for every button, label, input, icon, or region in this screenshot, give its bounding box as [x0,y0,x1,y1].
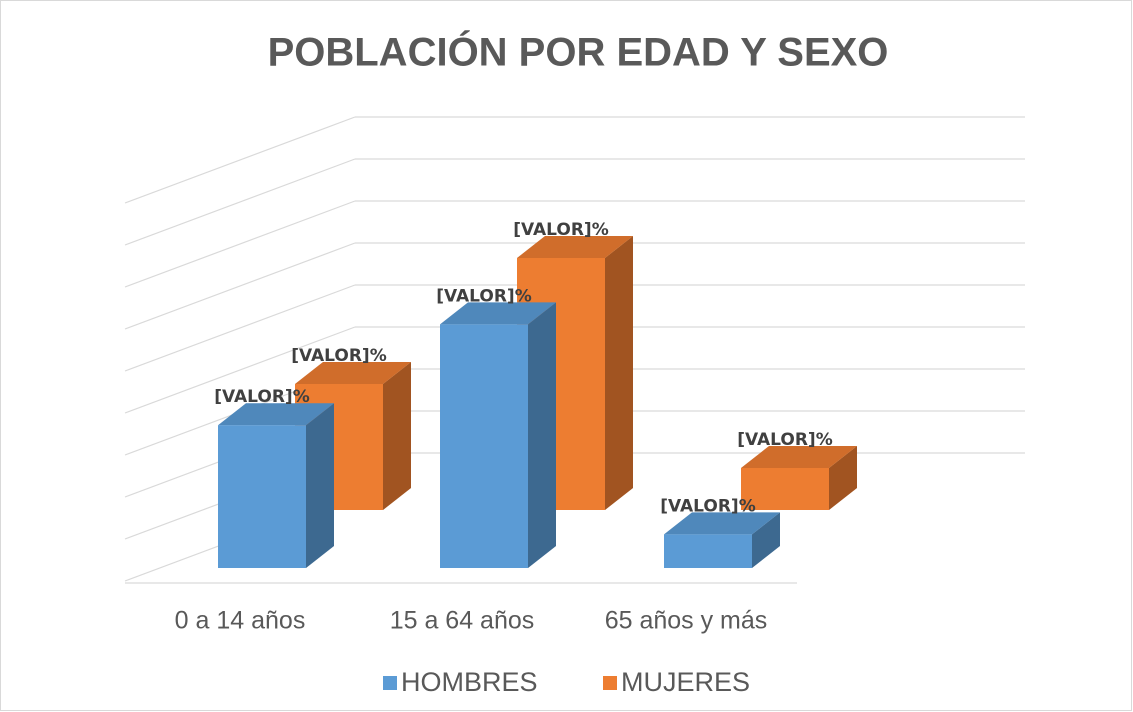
side-wall-line [124,326,356,414]
bar-side-shade [829,446,857,510]
bar [664,534,752,568]
side-wall-line [124,284,356,372]
data-label: [VALOR]% [214,387,310,407]
side-wall-line [124,116,356,204]
x-tick-label: 0 a 14 años [175,607,306,635]
data-label: [VALOR]% [291,346,387,366]
data-label: [VALOR]% [513,220,609,240]
x-tick-label: 15 a 64 años [390,607,535,635]
bar [741,468,829,510]
data-label: [VALOR]% [436,286,532,306]
side-wall-line [124,242,356,330]
bar-side [306,403,334,568]
x-tick-label: 65 años y más [605,607,768,635]
bar [440,324,528,568]
bar-side [383,362,411,510]
bar-side [528,302,556,568]
bar-top [295,362,411,384]
bar-top-shade [517,236,633,258]
bar-top-shade [440,302,556,325]
bar-top [440,302,556,325]
bar-top-shade [218,403,334,426]
bar [218,425,306,568]
bar-top-shade [664,512,780,535]
data-label: [VALOR]% [737,430,833,450]
bar-side-shade [528,302,556,568]
side-wall-line [124,158,356,246]
bar-side-shade [605,236,633,510]
bar-top [741,446,857,468]
bar-side [605,236,633,510]
bar-side-shade [306,403,334,568]
bar-top [218,403,334,426]
bar-side-shade [752,512,780,568]
bar-top-shade [295,362,411,384]
bar-side-shade [383,362,411,510]
bar-side [752,512,780,568]
legend-label: MUJERES [621,667,750,697]
bar-top [517,236,633,258]
legend-swatch [383,676,397,690]
data-label: [VALOR]% [660,496,756,516]
legend-label: HOMBRES [401,667,538,697]
chart-title: POBLACIÓN POR EDAD Y SEXO [268,29,889,75]
bar-top-shade [741,446,857,468]
bar-side [829,446,857,510]
bar-top [664,512,780,535]
side-wall-line [124,200,356,288]
legend-swatch [603,676,617,690]
